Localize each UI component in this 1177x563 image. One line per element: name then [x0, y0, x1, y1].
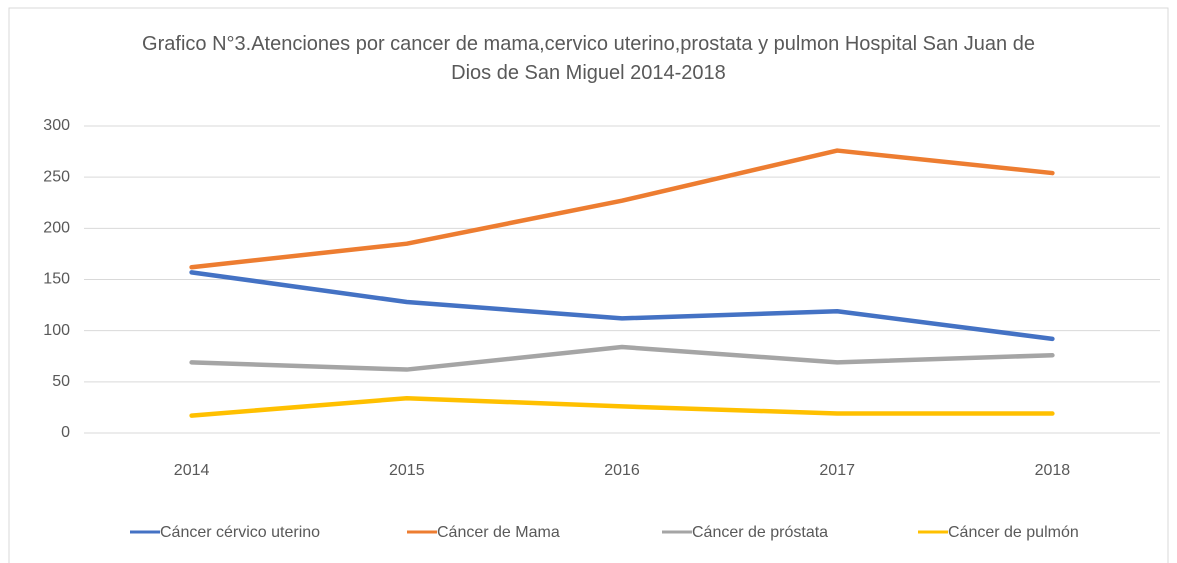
y-tick-label: 250: [43, 168, 70, 185]
y-tick-label: 200: [43, 220, 70, 237]
x-tick-label: 2015: [389, 462, 425, 479]
legend-label: Cáncer cérvico uterino: [160, 524, 320, 541]
legend-label: Cáncer de pulmón: [948, 524, 1079, 541]
chart-title: Grafico N°3.Atenciones por cancer de mam…: [142, 33, 1035, 84]
x-tick-label: 2016: [604, 462, 640, 479]
y-tick-label: 0: [61, 424, 70, 441]
series-line: [189, 395, 1055, 418]
x-tick-label: 2017: [819, 462, 855, 479]
chart-border: [8, 7, 1169, 563]
legend-label: Cáncer de próstata: [692, 524, 828, 541]
series-line: [189, 270, 1055, 342]
series-line: [189, 148, 1055, 270]
x-tick-label: 2014: [174, 462, 210, 479]
x-tick-label: 2018: [1035, 462, 1071, 479]
y-tick-label: 300: [43, 117, 70, 134]
series-line: [189, 344, 1055, 372]
y-tick-label: 50: [52, 373, 70, 390]
y-tick-label: 100: [43, 322, 70, 339]
legend-label: Cáncer de Mama: [437, 524, 560, 541]
y-tick-label: 150: [43, 271, 70, 288]
